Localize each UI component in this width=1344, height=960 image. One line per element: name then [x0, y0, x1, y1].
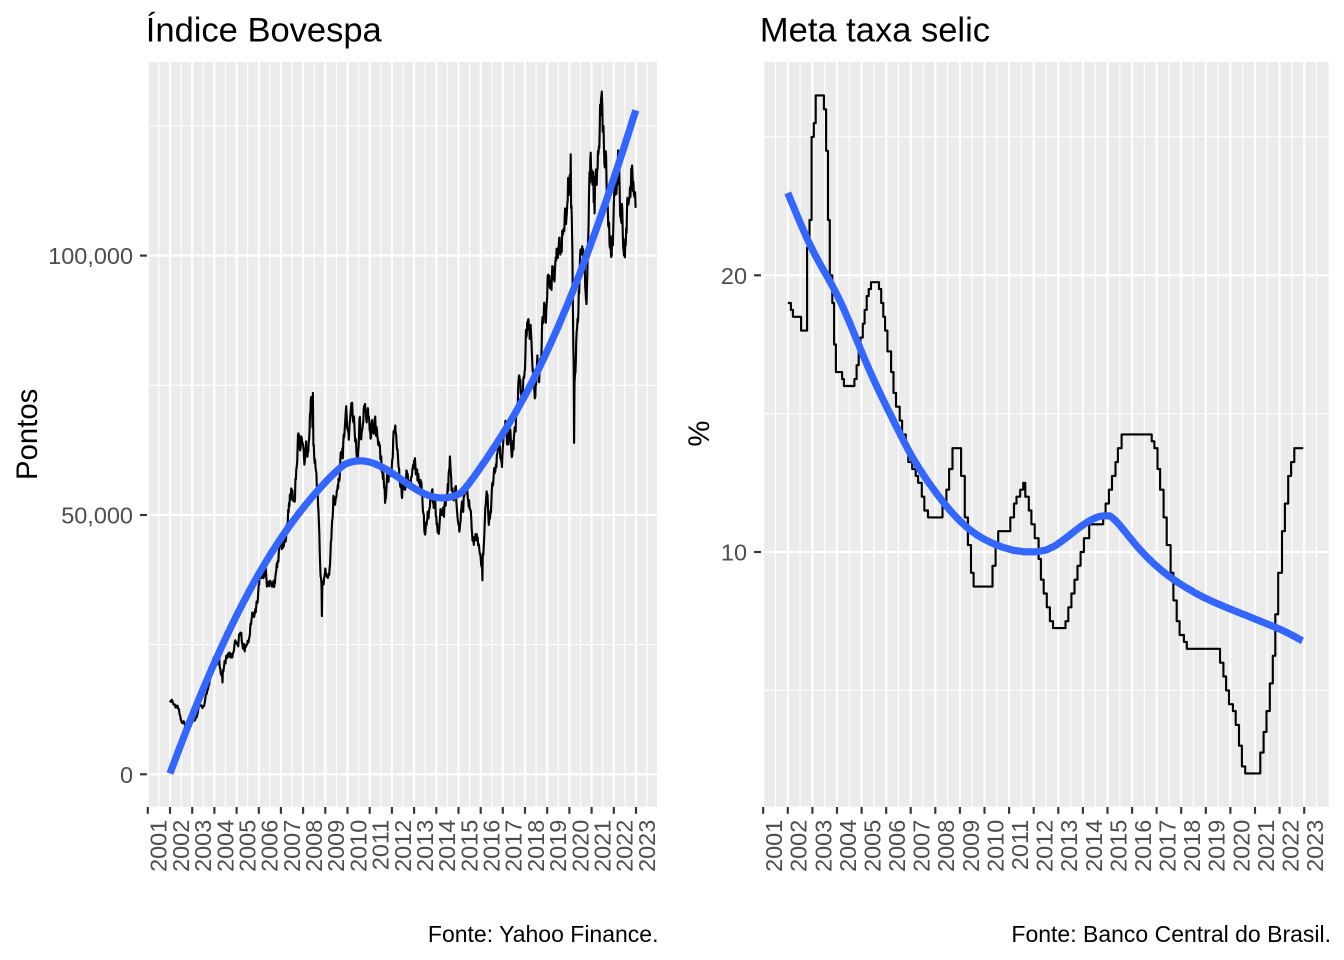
svg-text:2020: 2020 [567, 820, 593, 872]
svg-text:2005: 2005 [235, 820, 261, 872]
svg-text:2003: 2003 [190, 820, 216, 872]
svg-text:2007: 2007 [909, 820, 935, 872]
svg-text:2008: 2008 [301, 820, 327, 872]
svg-text:2012: 2012 [390, 820, 416, 872]
svg-text:2002: 2002 [786, 820, 812, 872]
svg-text:2021: 2021 [1253, 820, 1279, 872]
svg-text:2003: 2003 [810, 820, 836, 872]
svg-text:2010: 2010 [982, 820, 1008, 872]
svg-text:0: 0 [120, 762, 133, 788]
svg-text:50,000: 50,000 [61, 503, 133, 529]
svg-text:2014: 2014 [434, 820, 460, 872]
svg-text:2022: 2022 [1278, 820, 1304, 872]
svg-text:Fonte: Yahoo Finance.: Fonte: Yahoo Finance. [428, 921, 659, 947]
svg-text:2007: 2007 [279, 820, 305, 872]
svg-text:2023: 2023 [1302, 820, 1328, 872]
svg-text:2015: 2015 [456, 820, 482, 872]
svg-text:2011: 2011 [1007, 820, 1033, 870]
svg-text:2012: 2012 [1032, 820, 1058, 872]
svg-text:2017: 2017 [501, 820, 527, 872]
svg-text:Índice Bovespa: Índice Bovespa [146, 10, 383, 49]
svg-text:2004: 2004 [212, 820, 238, 872]
svg-text:2009: 2009 [323, 820, 349, 872]
svg-text:2015: 2015 [1105, 820, 1131, 872]
svg-text:2006: 2006 [257, 820, 283, 872]
svg-text:2002: 2002 [168, 820, 194, 872]
svg-text:2013: 2013 [1056, 820, 1082, 872]
svg-text:2019: 2019 [1204, 820, 1230, 872]
svg-text:2023: 2023 [634, 820, 660, 872]
svg-text:2001: 2001 [761, 820, 787, 872]
svg-text:Pontos: Pontos [11, 389, 44, 480]
svg-text:2019: 2019 [545, 820, 571, 872]
svg-text:100,000: 100,000 [48, 243, 133, 269]
svg-text:2004: 2004 [835, 820, 861, 872]
svg-text:10: 10 [721, 540, 747, 566]
svg-text:2013: 2013 [412, 820, 438, 872]
svg-text:2018: 2018 [1179, 820, 1205, 872]
svg-text:20: 20 [721, 263, 747, 289]
svg-text:Fonte: Banco Central do Brasil: Fonte: Banco Central do Brasil. [1011, 921, 1331, 947]
svg-text:2001: 2001 [146, 820, 172, 872]
svg-text:2022: 2022 [612, 820, 638, 872]
svg-text:2008: 2008 [933, 820, 959, 872]
svg-text:2020: 2020 [1228, 820, 1254, 872]
svg-text:2010: 2010 [345, 820, 371, 872]
svg-text:2018: 2018 [523, 820, 549, 872]
svg-text:2009: 2009 [958, 820, 984, 872]
svg-text:2021: 2021 [590, 820, 616, 872]
svg-text:2006: 2006 [884, 820, 910, 872]
svg-text:2016: 2016 [1130, 820, 1156, 872]
svg-text:2014: 2014 [1081, 820, 1107, 872]
svg-text:2017: 2017 [1155, 820, 1181, 872]
svg-text:%: % [683, 421, 716, 447]
svg-text:2011: 2011 [368, 820, 394, 870]
svg-text:Meta taxa selic: Meta taxa selic [760, 11, 990, 49]
svg-text:2005: 2005 [860, 820, 886, 872]
svg-text:2016: 2016 [479, 820, 505, 872]
